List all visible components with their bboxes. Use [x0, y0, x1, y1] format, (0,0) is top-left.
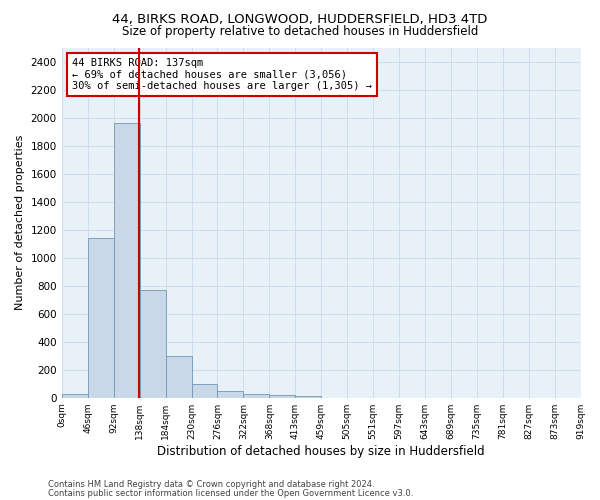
Bar: [62, 394, 88, 398]
Text: Contains HM Land Registry data © Crown copyright and database right 2024.: Contains HM Land Registry data © Crown c…: [48, 480, 374, 489]
X-axis label: Distribution of detached houses by size in Huddersfield: Distribution of detached houses by size …: [157, 444, 485, 458]
Y-axis label: Number of detached properties: Number of detached properties: [15, 135, 25, 310]
Bar: [244, 394, 269, 398]
Bar: [217, 392, 244, 398]
Bar: [88, 238, 113, 398]
Bar: [140, 290, 166, 398]
Bar: [166, 356, 191, 398]
Bar: [191, 384, 217, 398]
Text: Contains public sector information licensed under the Open Government Licence v3: Contains public sector information licen…: [48, 490, 413, 498]
Bar: [295, 396, 321, 398]
Text: 44 BIRKS ROAD: 137sqm
← 69% of detached houses are smaller (3,056)
30% of semi-d: 44 BIRKS ROAD: 137sqm ← 69% of detached …: [72, 58, 372, 91]
Text: 44, BIRKS ROAD, LONGWOOD, HUDDERSFIELD, HD3 4TD: 44, BIRKS ROAD, LONGWOOD, HUDDERSFIELD, …: [112, 12, 488, 26]
Bar: [113, 123, 140, 398]
Bar: [269, 395, 295, 398]
Text: Size of property relative to detached houses in Huddersfield: Size of property relative to detached ho…: [122, 25, 478, 38]
